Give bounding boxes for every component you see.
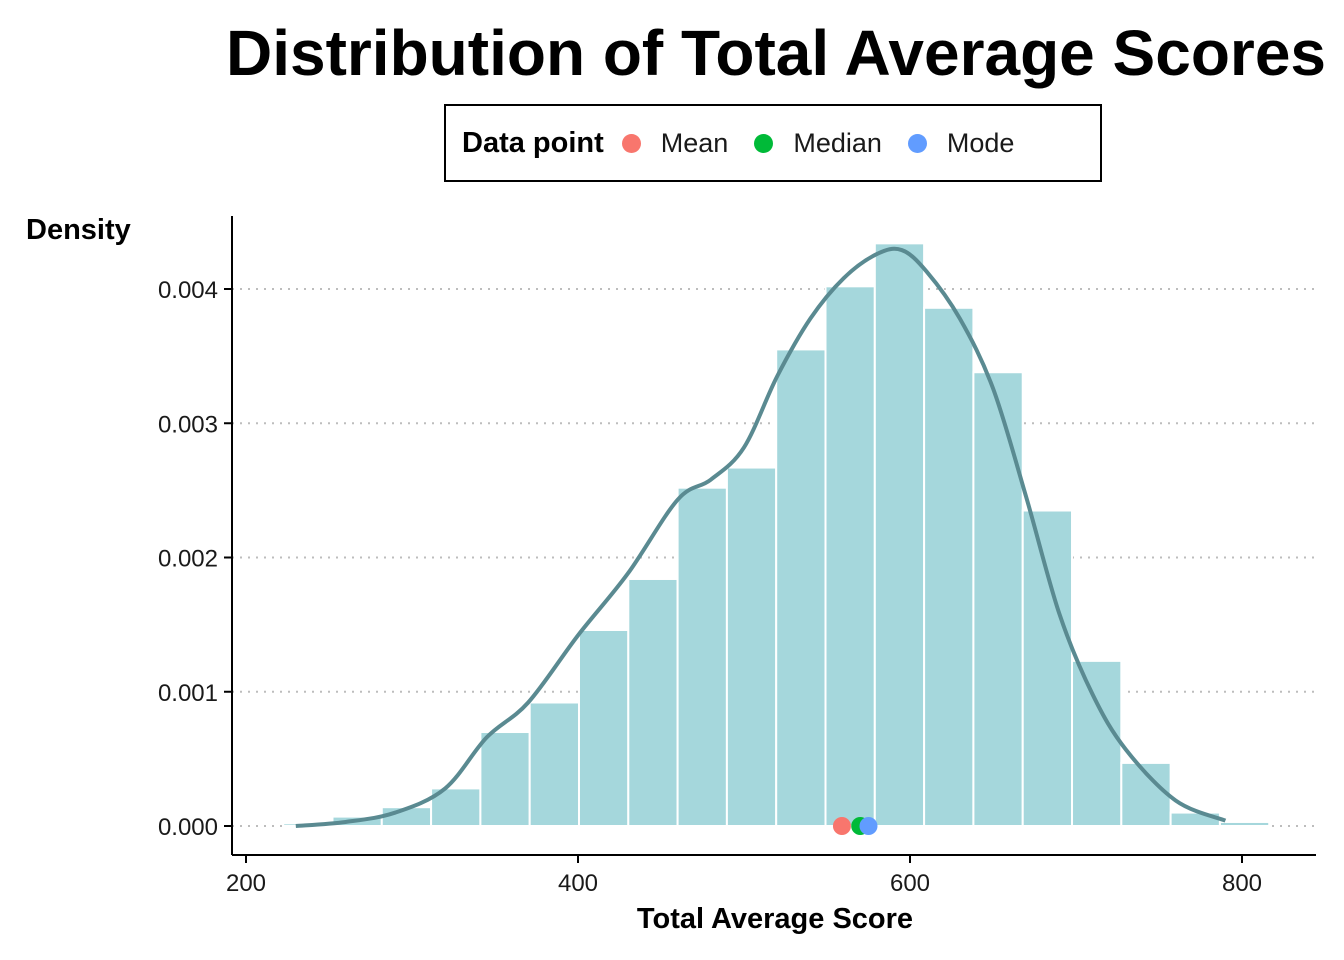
y-tick-label-2: 0.002 bbox=[158, 546, 218, 573]
mean-point bbox=[832, 817, 851, 835]
y-tick-label-3: 0.003 bbox=[158, 411, 218, 438]
density-curve bbox=[295, 246, 1227, 828]
mode-point bbox=[859, 817, 878, 835]
y-tick-label-1: 0.001 bbox=[158, 680, 218, 707]
histogram-bar-8 bbox=[676, 486, 728, 827]
legend-item-mean: Mean bbox=[621, 127, 729, 159]
summary-points bbox=[832, 817, 878, 835]
histogram-bar-9 bbox=[725, 466, 778, 827]
density-curve-layer bbox=[295, 246, 1227, 828]
histogram-bar-19 bbox=[1218, 820, 1271, 827]
legend-item-median: Median bbox=[754, 128, 882, 159]
legend-mode-label: Mode bbox=[946, 127, 1015, 158]
histogram-bar-16 bbox=[1071, 659, 1123, 827]
histogram-bar-13 bbox=[923, 306, 975, 828]
histogram-bar-4 bbox=[479, 731, 531, 828]
histogram-bar-7 bbox=[627, 577, 679, 827]
histogram-bar-6 bbox=[577, 628, 630, 827]
y-axis-label: Density bbox=[26, 214, 131, 246]
histogram-bar-14 bbox=[972, 371, 1024, 827]
histogram-bar-12 bbox=[873, 242, 926, 828]
legend-median-marker bbox=[754, 133, 774, 153]
y-tick-label-4: 0.004 bbox=[158, 277, 218, 304]
legend-title: Data point bbox=[462, 126, 604, 159]
histogram-bar-5 bbox=[528, 701, 580, 827]
chart-title: Distribution of Total Average Scores bbox=[225, 17, 1327, 89]
histogram-bar-11 bbox=[824, 285, 876, 827]
x-axis-label: Total Average Score bbox=[637, 903, 913, 935]
legend-mean-marker bbox=[621, 133, 641, 153]
x-tick-label-0: 200 bbox=[226, 870, 266, 897]
axes: 0.000 0.001 0.002 0.003 0.004 200 400 600 800 bbox=[158, 216, 1316, 897]
legend: Data point Mean Median Mode bbox=[444, 104, 1102, 182]
x-tick-label-1: 400 bbox=[558, 870, 598, 897]
y-tick-label-0: 0.000 bbox=[158, 814, 218, 841]
legend-mode-marker bbox=[907, 133, 927, 153]
histogram-bar-15 bbox=[1021, 509, 1074, 827]
x-tick-label-3: 800 bbox=[1222, 870, 1262, 897]
x-tick-label-2: 600 bbox=[890, 870, 930, 897]
histogram-bar-10 bbox=[775, 348, 827, 827]
legend-mean-label: Mean bbox=[660, 127, 729, 158]
legend-item-mode: Mode bbox=[907, 127, 1015, 159]
legend-median-label: Median bbox=[793, 127, 882, 158]
histogram-bars bbox=[282, 242, 1271, 828]
